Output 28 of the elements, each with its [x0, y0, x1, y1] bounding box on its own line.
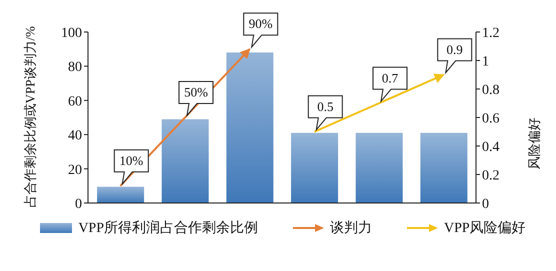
- data-label: 10%: [119, 152, 144, 168]
- y2-tick-label: 0.6: [482, 111, 500, 126]
- y-axis-title: 占合作剩余比例或VPP谈判力/%: [22, 26, 38, 208]
- bar: [420, 132, 468, 203]
- data-label: 0.7: [382, 70, 399, 86]
- y2-tick-label: 0: [482, 196, 489, 212]
- y-tick-label: 20: [68, 162, 82, 178]
- bar: [356, 132, 403, 203]
- y-tick-label: 80: [68, 60, 82, 76]
- y-tick-label: 60: [68, 94, 82, 110]
- data-label: 90%: [248, 16, 273, 32]
- bar: [162, 119, 209, 203]
- y2-tick-label: 0.2: [482, 168, 500, 184]
- bar: [226, 52, 274, 203]
- y2-axis-title: 风险偏好: [526, 118, 542, 170]
- y-tick-label: 40: [68, 128, 82, 144]
- y2-tick-label: 0.4: [482, 140, 500, 155]
- data-label: 50%: [184, 84, 208, 100]
- y-tick-label: 100: [61, 26, 82, 41]
- legend-label: VPP风险偏好: [444, 220, 526, 237]
- y2-tick-label: 1.2: [482, 26, 500, 41]
- data-label: 0.9: [446, 42, 463, 57]
- legend-label: VPP所得利润占合作剩余比例: [78, 219, 258, 237]
- y-tick-label: 0: [75, 196, 82, 212]
- y2-tick-label: 0.8: [482, 82, 500, 98]
- data-label: 0.5: [317, 98, 334, 114]
- legend-label: 谈判力: [330, 220, 372, 237]
- y2-tick-label: 1: [482, 54, 489, 70]
